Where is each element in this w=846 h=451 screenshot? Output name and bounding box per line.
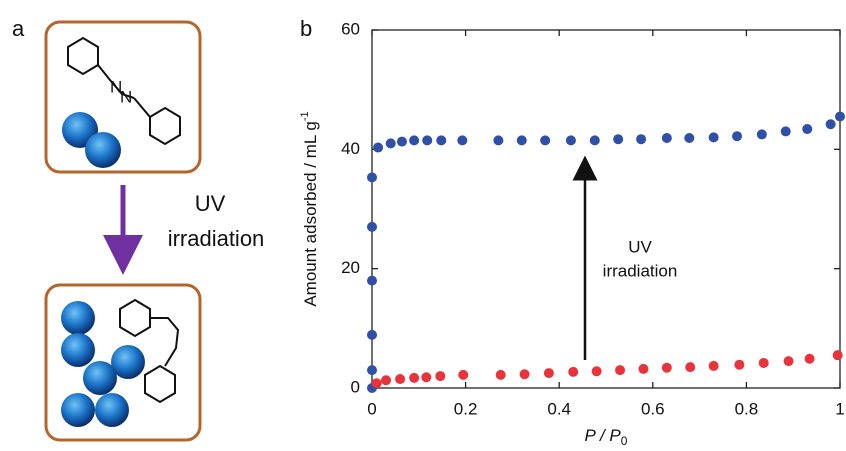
panel-label: a: [12, 16, 25, 41]
point: [783, 356, 794, 367]
point: [832, 350, 843, 361]
sphere: [83, 361, 117, 395]
point: [825, 119, 836, 130]
box: [44, 20, 202, 174]
sphere: [61, 333, 95, 367]
y-axis-label-text: Amount adsorbed / mL g: [301, 121, 320, 307]
point: [684, 132, 695, 143]
point: [638, 363, 649, 374]
point: [636, 134, 647, 145]
point: [395, 374, 406, 385]
point: [409, 135, 420, 146]
box: [44, 283, 202, 442]
point: [543, 368, 554, 379]
point: [568, 366, 579, 377]
n-atom: N: [110, 77, 122, 96]
y-tick-label: 60: [341, 19, 360, 38]
point: [732, 131, 743, 142]
x-tick-label: 0.2: [454, 399, 478, 418]
point: [516, 135, 527, 146]
point: [409, 372, 420, 383]
y-tick-label: 40: [341, 139, 360, 158]
point: [385, 138, 396, 149]
point: [367, 221, 377, 232]
point: [367, 172, 377, 183]
point: [371, 378, 382, 389]
x-axis-label: P / P0: [585, 426, 628, 448]
point: [421, 372, 432, 383]
point: [495, 369, 506, 380]
point: [591, 366, 602, 377]
point: [734, 359, 745, 370]
y-axis-label-sup: -1: [299, 111, 311, 121]
point: [396, 136, 407, 147]
molecule: [119, 298, 180, 404]
y-tick-label: 0: [351, 377, 360, 396]
x-tick-label: 1: [835, 399, 844, 418]
arrow-label: irradiation: [168, 226, 265, 251]
arrow-label: UV: [195, 191, 226, 216]
point: [422, 135, 433, 146]
point: [457, 135, 468, 146]
point: [661, 132, 672, 143]
point: [756, 129, 767, 140]
point: [804, 353, 815, 364]
y-tick-label: 20: [341, 258, 360, 277]
molecule: [67, 36, 181, 146]
y-axis-label: Amount adsorbed / mL g-1: [299, 111, 321, 306]
x-tick-label: 0.8: [735, 399, 759, 418]
point: [373, 142, 384, 153]
sphere: [85, 132, 121, 168]
point: [540, 135, 551, 146]
point: [835, 111, 845, 122]
point: [435, 371, 446, 382]
point: [589, 135, 600, 146]
point: [615, 365, 626, 376]
point: [708, 132, 719, 143]
sphere: [61, 301, 95, 335]
point: [802, 124, 813, 135]
x-axis-label-text: P / P: [585, 426, 622, 445]
x-tick-label: 0: [367, 399, 376, 418]
n-atom: N: [120, 87, 132, 106]
point: [708, 360, 719, 371]
point: [519, 369, 530, 380]
point: [565, 135, 576, 146]
point: [780, 126, 791, 137]
sphere: [95, 393, 129, 427]
point: [613, 134, 624, 145]
point: [758, 357, 769, 368]
point: [458, 369, 469, 380]
panel-label: b: [300, 16, 312, 41]
point: [685, 362, 696, 373]
x-axis-label-sub: 0: [621, 434, 628, 448]
plot-frame: [371, 29, 841, 389]
point: [367, 275, 377, 286]
point: [493, 135, 504, 146]
annotation: irradiation: [603, 261, 678, 280]
point: [367, 329, 377, 340]
sphere: [111, 345, 145, 379]
point: [367, 365, 377, 376]
annotation: UV: [628, 237, 652, 256]
point: [381, 375, 392, 386]
sphere: [61, 393, 95, 427]
point: [436, 135, 447, 146]
x-tick-label: 0.6: [641, 399, 665, 418]
x-tick-label: 0.4: [547, 399, 571, 418]
point: [661, 362, 672, 373]
